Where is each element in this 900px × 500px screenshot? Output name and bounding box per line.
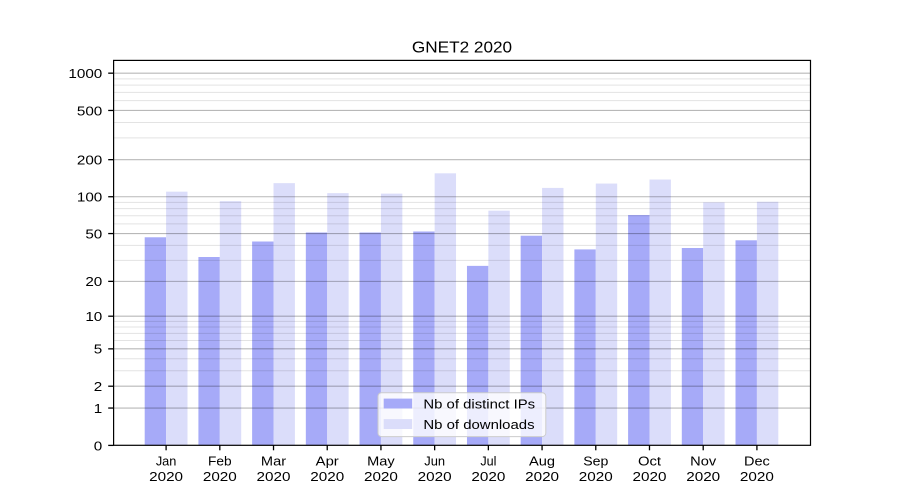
svg-text:10: 10: [85, 309, 102, 324]
svg-text:Mar: Mar: [261, 454, 287, 469]
svg-text:Feb: Feb: [208, 454, 232, 469]
svg-text:2020: 2020: [579, 469, 613, 484]
svg-text:2020: 2020: [310, 469, 344, 484]
svg-text:Nb of downloads: Nb of downloads: [423, 417, 535, 432]
svg-text:100: 100: [77, 190, 102, 205]
svg-text:2: 2: [94, 379, 102, 394]
svg-text:20: 20: [85, 274, 102, 289]
svg-text:Aug: Aug: [529, 454, 555, 469]
svg-text:0: 0: [94, 438, 102, 453]
svg-text:2020: 2020: [257, 469, 291, 484]
svg-text:Jan: Jan: [156, 454, 177, 469]
svg-text:1000: 1000: [68, 66, 102, 81]
svg-text:Jul: Jul: [480, 454, 496, 469]
svg-text:Oct: Oct: [638, 454, 661, 469]
svg-text:Sep: Sep: [583, 454, 608, 469]
svg-text:2020: 2020: [418, 469, 452, 484]
svg-text:2020: 2020: [633, 469, 667, 484]
svg-text:5: 5: [94, 342, 102, 357]
svg-text:GNET2 2020: GNET2 2020: [412, 40, 512, 57]
svg-text:2020: 2020: [686, 469, 720, 484]
svg-text:2020: 2020: [203, 469, 237, 484]
svg-text:Jun: Jun: [424, 454, 445, 469]
svg-text:May: May: [367, 454, 395, 469]
svg-text:2020: 2020: [471, 469, 505, 484]
svg-text:Apr: Apr: [316, 454, 340, 469]
svg-text:Nov: Nov: [690, 454, 716, 469]
svg-text:2020: 2020: [740, 469, 774, 484]
svg-text:2020: 2020: [149, 469, 183, 484]
svg-text:50: 50: [85, 226, 102, 241]
svg-text:200: 200: [77, 153, 102, 168]
svg-text:2020: 2020: [525, 469, 559, 484]
svg-text:1: 1: [94, 401, 102, 416]
svg-text:2020: 2020: [364, 469, 398, 484]
svg-text:Dec: Dec: [744, 454, 770, 469]
svg-text:500: 500: [77, 103, 102, 118]
svg-text:Nb of distinct IPs: Nb of distinct IPs: [423, 396, 535, 411]
